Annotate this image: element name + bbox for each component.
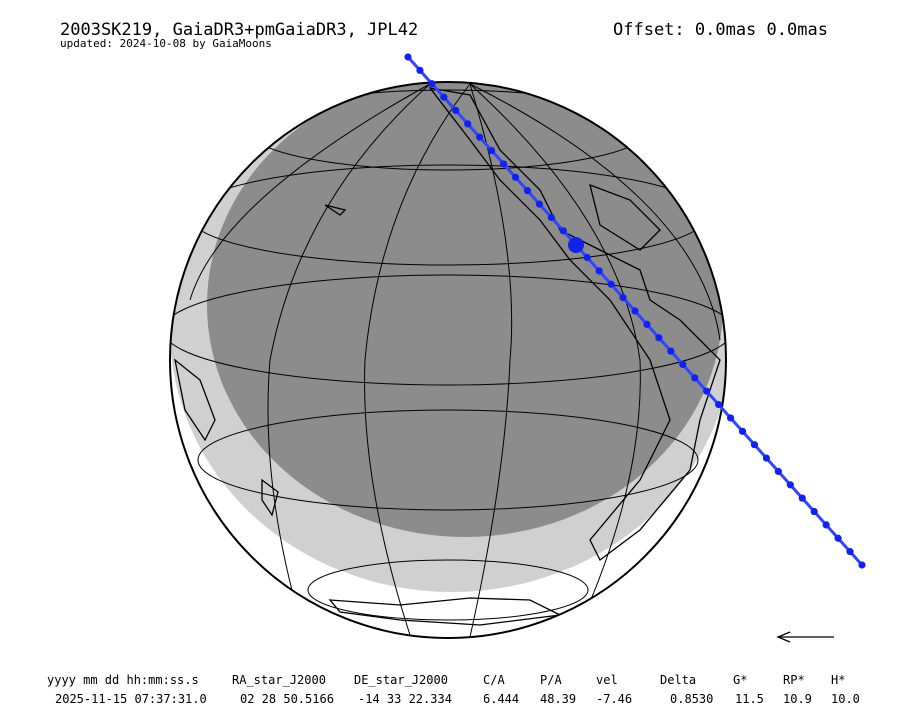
track-dot [762,454,771,462]
column-header: RA_star_J2000 [232,673,326,687]
column-header: RP* [783,673,805,687]
track-dot [535,200,544,208]
track-dot [858,561,866,569]
track-dot [798,494,806,502]
table-cell: 10.9 [783,692,812,706]
column-header: Delta [660,673,696,687]
track-dot [667,347,675,355]
track-dot [571,240,579,248]
track-dot [750,441,759,449]
table-cell: 0.8530 [670,692,713,706]
track-dot [822,521,830,529]
table-cell: 2025-11-15 07:37:31.0 [55,692,207,706]
track-dot [488,146,496,155]
track-dot [691,374,699,382]
track-dot [834,534,842,542]
track-dot [404,53,412,61]
track-dot [810,507,818,516]
table-cell: -7.46 [596,692,632,706]
track-dot [464,120,472,128]
offset: Offset: 0.0mas 0.0mas [613,20,828,40]
track-dot [703,387,711,395]
track-dot [643,320,651,328]
track-dot [786,481,794,489]
table-cell: 6.444 [483,692,519,706]
track-dot [583,253,591,262]
column-header: DE_star_J2000 [354,673,448,687]
track-dot [726,414,735,422]
column-header: C/A [483,673,505,687]
direction-arrow [776,631,834,643]
column-header: H* [831,673,845,687]
track-dot [547,213,555,222]
table-cell: 10.0 [831,692,860,706]
track-dot [679,360,687,369]
table-cell: 11.5 [735,692,764,706]
track-dot [595,267,603,275]
shadow-track [404,53,866,569]
track-dot [619,294,627,302]
column-header: P/A [540,673,562,687]
column-header: G* [733,673,747,687]
track-dot [774,467,782,476]
track-dot [428,80,436,88]
title: 2003SK219, GaiaDR3+pmGaiaDR3, JPL42 [60,20,418,40]
column-header: vel [596,673,618,687]
track-dot [476,133,484,141]
track-dot [559,227,567,235]
track-dot [715,400,723,409]
track-dot [440,93,448,101]
globe [169,81,727,639]
track-dot [655,334,663,342]
track-dot [416,66,424,74]
column-header: yyyy mm dd hh:mm:ss.s [47,673,199,687]
track-dot [738,427,747,435]
table-cell: 48.39 [540,692,576,706]
track-dot [846,548,854,556]
table-cell: -14 33 22.334 [358,692,452,706]
table-cell: 02 28 50.5166 [240,692,334,706]
track-dot [523,187,532,195]
track-dot [607,280,615,288]
track-dot [511,173,520,181]
updated-note: updated: 2024-10-08 by GaiaMoons [60,37,272,50]
track-dot [452,106,460,115]
track-dot [499,160,508,168]
track-dot [631,307,639,315]
